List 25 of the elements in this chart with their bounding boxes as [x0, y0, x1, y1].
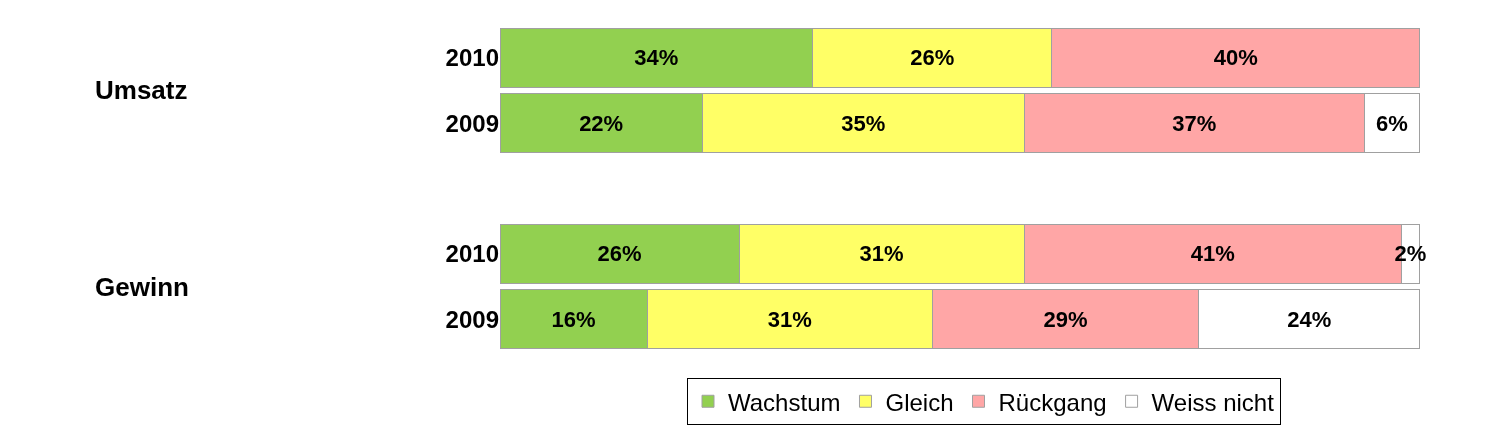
data-label: 2% — [1394, 241, 1427, 267]
data-label: 40% — [1213, 45, 1258, 71]
y-tick-label: 2010 — [445, 44, 499, 72]
legend-label: Weiss nicht — [1151, 388, 1275, 416]
y-tick-label: 2010 — [445, 240, 499, 268]
data-label: 34% — [634, 45, 679, 71]
data-label: 31% — [859, 241, 904, 267]
y-tick-label: 2009 — [445, 305, 499, 333]
data-label: 22% — [579, 110, 624, 136]
data-label: 16% — [551, 306, 596, 332]
data-label: 26% — [910, 45, 955, 71]
data-label: 6% — [1376, 110, 1408, 136]
legend-label: Gleich — [885, 388, 954, 416]
data-label: 41% — [1190, 241, 1235, 267]
data-label: 24% — [1287, 306, 1332, 332]
y-tick-label: 2009 — [445, 109, 499, 137]
data-label: 26% — [597, 241, 642, 267]
data-label: 35% — [841, 110, 886, 136]
legend-label: Wachstum — [728, 388, 841, 416]
data-label: 31% — [767, 306, 812, 332]
data-label: 37% — [1172, 110, 1217, 136]
text: Gewinn — [95, 272, 189, 302]
text: Umsatz — [95, 75, 188, 105]
data-label: 29% — [1043, 306, 1088, 332]
legend-label: Rückgang — [998, 388, 1107, 416]
